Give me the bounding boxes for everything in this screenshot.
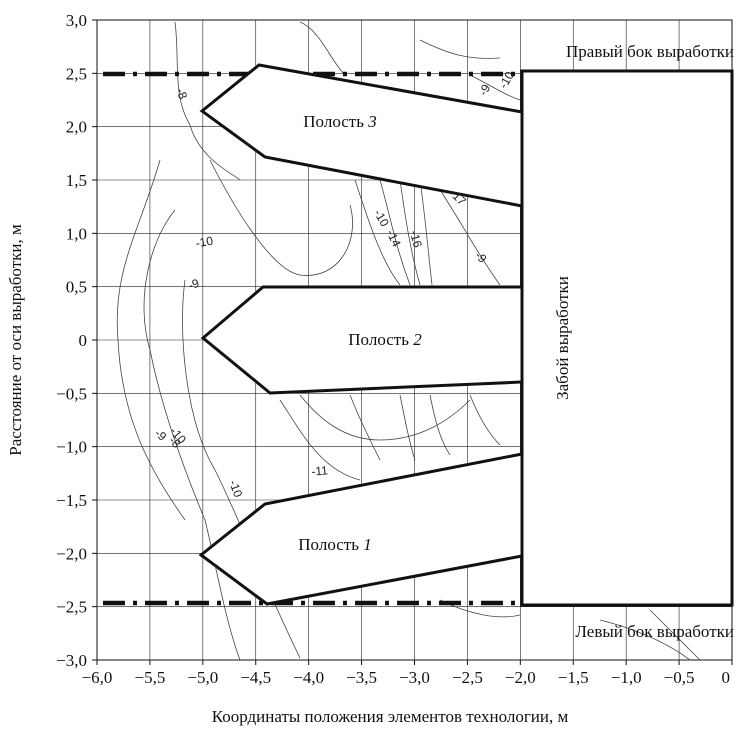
cavity-3-number: 3 bbox=[367, 112, 377, 131]
y-tick-label: −2,0 bbox=[56, 544, 87, 563]
cavity-2-word: Полость bbox=[348, 330, 409, 349]
y-tick-label: −1,5 bbox=[56, 491, 87, 510]
contour-line bbox=[419, 39, 501, 59]
cavity-2-label: Полость 2 bbox=[348, 330, 422, 349]
contour-line bbox=[143, 209, 241, 661]
contour-value-label: -10 bbox=[226, 478, 245, 499]
y-axis-title: Расстояние от оси выработки, м bbox=[6, 224, 25, 456]
y-tick-labels: 3,0 2,5 2,0 1,5 1,0 0,5 0 −0,5 −1,0 −1,5 −2,0 −2,5 −… bbox=[56, 11, 87, 670]
contour-value-label: -10 bbox=[195, 234, 215, 251]
x-tick-label: −2,0 bbox=[505, 668, 536, 687]
contour-line bbox=[469, 394, 501, 446]
contour-value-label: -9 bbox=[476, 82, 494, 99]
cavity-3-word: Полость bbox=[303, 112, 364, 131]
cavity-3-shape bbox=[199, 63, 524, 208]
contour-line bbox=[429, 394, 451, 456]
x-tick-label: −5,5 bbox=[134, 668, 165, 687]
y-tick-label: −2,5 bbox=[56, 598, 87, 617]
x-tick-label: −1,0 bbox=[611, 668, 642, 687]
contour-value-label: -8 bbox=[173, 86, 190, 101]
contour-line bbox=[299, 21, 346, 76]
x-tick-label: −1,5 bbox=[558, 668, 589, 687]
x-tick-label: −3,0 bbox=[399, 668, 430, 687]
y-tick-label: 0 bbox=[79, 331, 88, 350]
contour-line bbox=[209, 159, 353, 276]
contour-value-label: -10 bbox=[371, 207, 392, 229]
cavity-1-number: 1 bbox=[363, 535, 372, 554]
contour-line bbox=[399, 394, 416, 461]
contour-line bbox=[399, 179, 421, 286]
y-tick-label: 2,5 bbox=[66, 64, 87, 83]
x-tick-label: −6,0 bbox=[82, 668, 113, 687]
cavity-1-word: Полость bbox=[298, 535, 359, 554]
contour-line bbox=[299, 394, 471, 441]
contour-line bbox=[116, 159, 186, 521]
contour-line bbox=[174, 21, 241, 181]
contour-line bbox=[279, 399, 361, 481]
left-wall-label: Левый бок выработки bbox=[575, 622, 734, 641]
cavity-1-label: Полость 1 bbox=[298, 535, 371, 554]
y-tick-label: 0,5 bbox=[66, 278, 87, 297]
face-label: Забой выработки bbox=[553, 276, 572, 400]
contour-value-label: -16 bbox=[407, 229, 425, 250]
y-tick-label: −3,0 bbox=[56, 651, 87, 670]
y-tick-label: −1,0 bbox=[56, 438, 87, 457]
y-tick-label: 2,0 bbox=[66, 118, 87, 137]
x-tick-label: −3,5 bbox=[346, 668, 377, 687]
contour-line bbox=[379, 179, 411, 286]
x-tick-label: −0,5 bbox=[664, 668, 695, 687]
right-wall-label: Правый бок выработки bbox=[566, 42, 734, 61]
contour-value-label: -9 bbox=[472, 248, 490, 266]
x-tick-label: −4,0 bbox=[293, 668, 324, 687]
x-axis-title: Координаты положения элементов технологи… bbox=[212, 707, 569, 726]
x-tick-label: 0 bbox=[722, 668, 731, 687]
contour-line bbox=[349, 394, 381, 461]
contour-line bbox=[469, 74, 521, 101]
contour-line bbox=[354, 179, 401, 286]
cavity-3-label: Полость 3 bbox=[303, 112, 376, 131]
face-block bbox=[520, 69, 734, 607]
contour-line bbox=[649, 609, 701, 661]
cavity-2-number: 2 bbox=[413, 330, 422, 349]
contour-value-label: -9 bbox=[186, 276, 201, 293]
y-tick-label: 1,5 bbox=[66, 171, 87, 190]
y-tick-label: 1,0 bbox=[66, 224, 87, 243]
x-tick-label: −2,5 bbox=[452, 668, 483, 687]
contour-line bbox=[439, 189, 501, 286]
y-tick-label: −0,5 bbox=[56, 384, 87, 403]
contour-line bbox=[419, 179, 433, 286]
x-tick-labels: −6,0 −5,5 −5,0 −4,5 −4,0 −3,5 −3,0 −2,5 −2,0 −1,5… bbox=[82, 668, 730, 687]
contour-value-label: -14 bbox=[384, 227, 404, 249]
contour-line bbox=[599, 619, 691, 661]
x-tick-label: −5,0 bbox=[187, 668, 218, 687]
y-tick-label: 3,0 bbox=[66, 11, 87, 30]
contour-value-label: -11 bbox=[311, 463, 329, 478]
x-tick-label: −4,5 bbox=[240, 668, 271, 687]
